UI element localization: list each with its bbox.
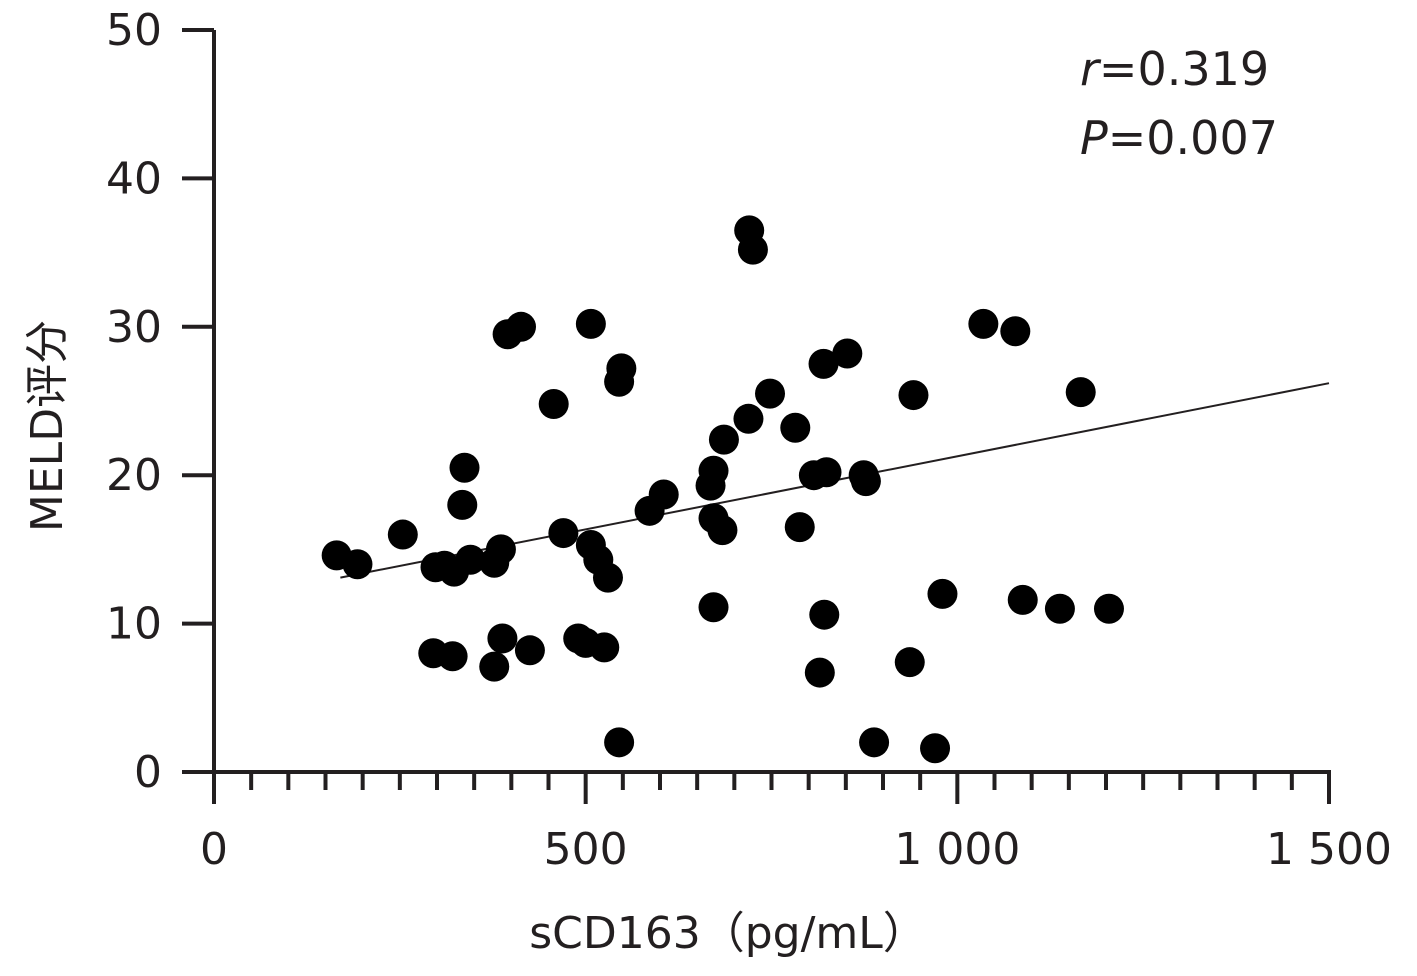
- data-point: [808, 348, 839, 379]
- data-point: [832, 338, 863, 369]
- data-point: [342, 549, 373, 580]
- y-axis-label: MELD评分: [22, 320, 73, 532]
- data-point: [780, 412, 811, 443]
- data-point: [1093, 593, 1124, 624]
- data-point: [809, 599, 840, 630]
- data-point: [859, 727, 890, 758]
- data-point: [514, 635, 545, 666]
- data-point: [648, 479, 679, 510]
- data-point: [604, 366, 635, 397]
- y-tick-label: 40: [106, 153, 162, 204]
- data-point: [437, 641, 468, 672]
- data-point: [850, 466, 881, 497]
- y-tick-label: 0: [134, 747, 162, 798]
- data-point: [1000, 316, 1031, 347]
- data-point: [733, 403, 764, 434]
- data-point: [449, 452, 480, 483]
- data-point: [784, 512, 815, 543]
- data-point: [737, 234, 768, 265]
- data-point: [804, 657, 835, 688]
- y-tick-label: 10: [106, 599, 162, 650]
- r-symbol: r: [1080, 42, 1102, 96]
- data-point: [894, 647, 925, 678]
- data-point: [927, 578, 958, 609]
- x-tick-label: 500: [544, 824, 628, 875]
- data-point: [485, 534, 516, 565]
- data-point: [707, 515, 738, 546]
- x-axis-label: sCD163（pg/mL）: [529, 908, 927, 959]
- data-point: [387, 519, 418, 550]
- y-tick-label: 20: [106, 450, 162, 501]
- y-tick-label: 30: [106, 302, 162, 353]
- y-tick-label: 50: [106, 5, 162, 56]
- data-point: [1007, 584, 1038, 615]
- data-point: [447, 489, 478, 520]
- data-point: [755, 378, 786, 409]
- data-point: [898, 380, 929, 411]
- x-tick-label: 1 500: [1266, 824, 1392, 875]
- data-point: [968, 308, 999, 339]
- p-value: =0.007: [1108, 111, 1278, 165]
- data-point: [505, 311, 536, 342]
- data-point: [1065, 377, 1096, 408]
- data-point: [575, 308, 606, 339]
- data-point: [538, 388, 569, 419]
- p-symbol: P: [1080, 111, 1108, 165]
- data-point: [548, 518, 579, 549]
- p-annotation: P=0.007: [1080, 111, 1278, 165]
- data-point: [811, 457, 842, 488]
- data-point: [604, 727, 635, 758]
- x-tick-label: 1 000: [894, 824, 1020, 875]
- data-point: [1044, 593, 1075, 624]
- data-point: [920, 733, 951, 764]
- r-annotation: r=0.319: [1080, 42, 1269, 96]
- data-point: [455, 544, 486, 575]
- data-point: [589, 632, 620, 663]
- data-point: [487, 623, 518, 654]
- data-points: [321, 215, 1124, 764]
- r-value: =0.319: [1099, 42, 1269, 96]
- data-point: [698, 592, 729, 623]
- data-point: [592, 562, 623, 593]
- data-point: [708, 424, 739, 455]
- data-point: [695, 470, 726, 501]
- x-tick-label: 0: [200, 824, 228, 875]
- data-point: [479, 651, 510, 682]
